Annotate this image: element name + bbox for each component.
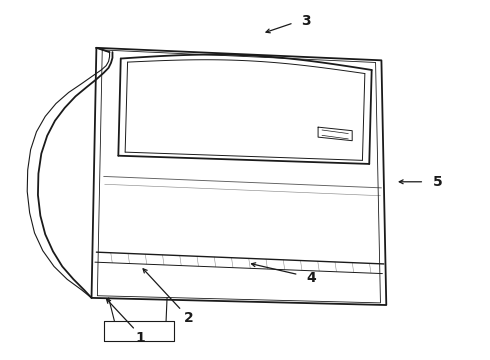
Text: 3: 3 [301,14,311,28]
Text: 5: 5 [433,175,442,189]
Text: 2: 2 [184,311,194,324]
Text: 1: 1 [135,331,145,345]
Text: 4: 4 [306,271,316,285]
